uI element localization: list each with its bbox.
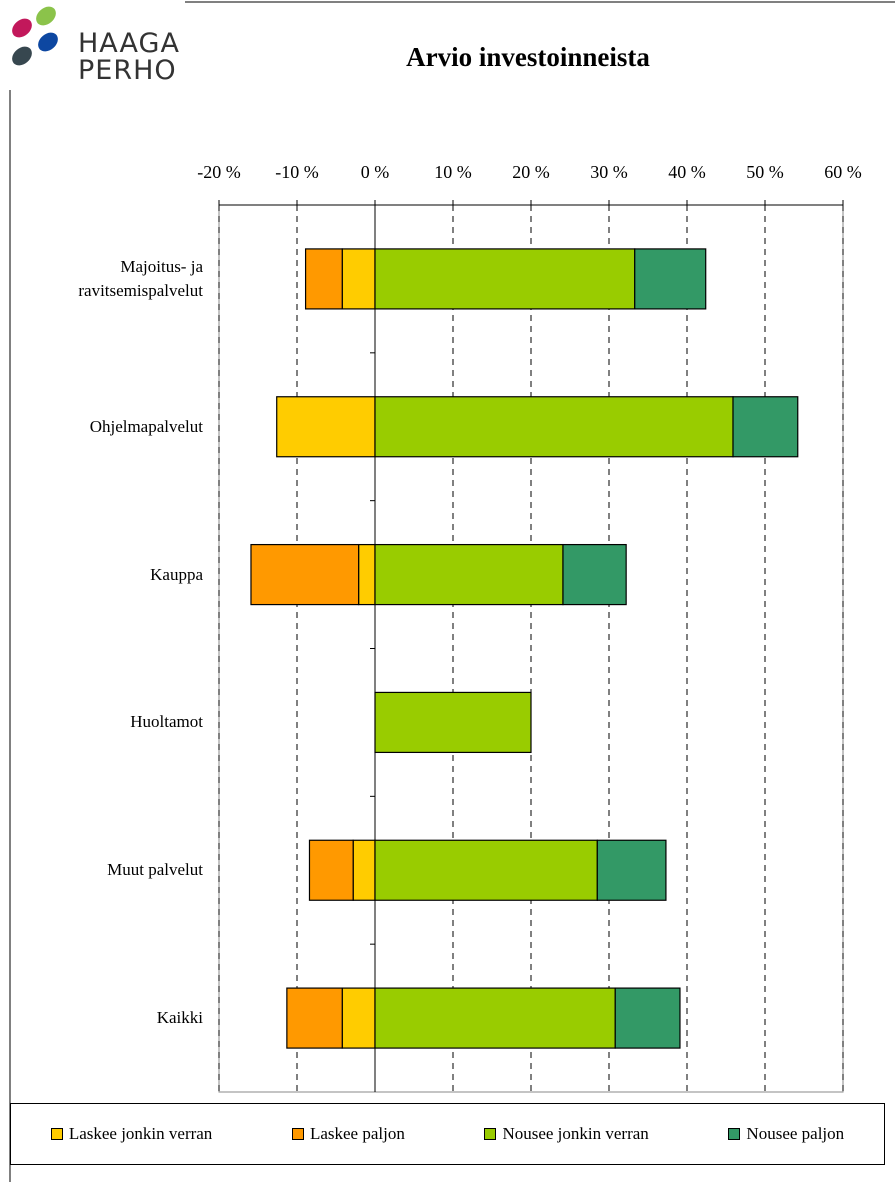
legend-label: Laskee jonkin verran xyxy=(68,1124,213,1143)
logo-text: HAAGA xyxy=(78,28,180,59)
bar-segment xyxy=(341,248,376,310)
legend-swatch xyxy=(291,1128,304,1140)
y-tick-label: Huoltamot xyxy=(130,712,203,732)
legend-item: Laskee jonkin verran xyxy=(50,1124,213,1144)
x-tick-label: -10 % xyxy=(275,162,319,182)
x-tick-label: 10 % xyxy=(434,162,472,182)
logo-shape xyxy=(38,32,58,52)
y-tick-label: Ohjelmapalvelut xyxy=(89,416,203,436)
y-tick-label: Kauppa xyxy=(150,564,203,584)
bar-segment xyxy=(614,987,681,1049)
bar-segment xyxy=(732,396,799,458)
x-tick-label: 60 % xyxy=(824,162,862,182)
logo-shape xyxy=(12,46,32,66)
legend-item: Nousee jonkin verran xyxy=(484,1124,649,1144)
logo-shape xyxy=(36,6,56,26)
bar-segment xyxy=(374,396,734,458)
legend-label: Laskee paljon xyxy=(309,1124,405,1143)
legend-label: Nousee paljon xyxy=(746,1124,845,1143)
logo-shape xyxy=(12,18,32,38)
bar-segment xyxy=(596,839,667,901)
x-tick-label: 0 % xyxy=(361,162,390,182)
bar-segment xyxy=(562,543,627,606)
legend-item: Nousee paljon xyxy=(728,1124,844,1144)
bar-segment xyxy=(352,839,376,901)
x-tick-label: 40 % xyxy=(668,162,706,182)
bar-segment xyxy=(634,248,707,310)
y-tick-label: Majoitus- ja ravitsemispalvelut xyxy=(78,256,203,300)
logo: HAAGA PERHO xyxy=(78,30,180,84)
legend-swatch xyxy=(50,1128,63,1140)
bar-segment xyxy=(374,987,616,1049)
bar-segment xyxy=(374,839,598,901)
bar-segment xyxy=(374,691,532,754)
legend-swatch xyxy=(728,1128,741,1140)
x-tick-label: 50 % xyxy=(746,162,784,182)
bar-segment xyxy=(250,543,360,606)
legend: Laskee jonkin verran Laskee paljon Nousee … xyxy=(10,1103,885,1165)
logo-text: PERHO xyxy=(78,55,177,86)
bar-segment xyxy=(341,987,376,1049)
x-tick-label: 20 % xyxy=(512,162,550,182)
y-tick-label: Kaikki xyxy=(156,1008,203,1028)
bar-segment xyxy=(286,987,343,1049)
legend-item: Laskee paljon xyxy=(291,1124,405,1144)
bar-segment xyxy=(276,396,376,458)
legend-label: Nousee jonkin verran xyxy=(502,1124,649,1143)
bar-segment xyxy=(308,839,354,901)
legend-swatch xyxy=(484,1128,497,1140)
chart-title: Arvio investoinneista xyxy=(406,42,650,72)
x-tick-label: -20 % xyxy=(197,162,241,182)
bar-segment xyxy=(374,543,564,606)
x-tick-label: 30 % xyxy=(590,162,628,182)
bar-segment xyxy=(374,248,636,310)
bar-segment xyxy=(358,543,376,606)
bar-segment xyxy=(304,248,343,310)
y-tick-label: Muut palvelut xyxy=(107,860,203,880)
